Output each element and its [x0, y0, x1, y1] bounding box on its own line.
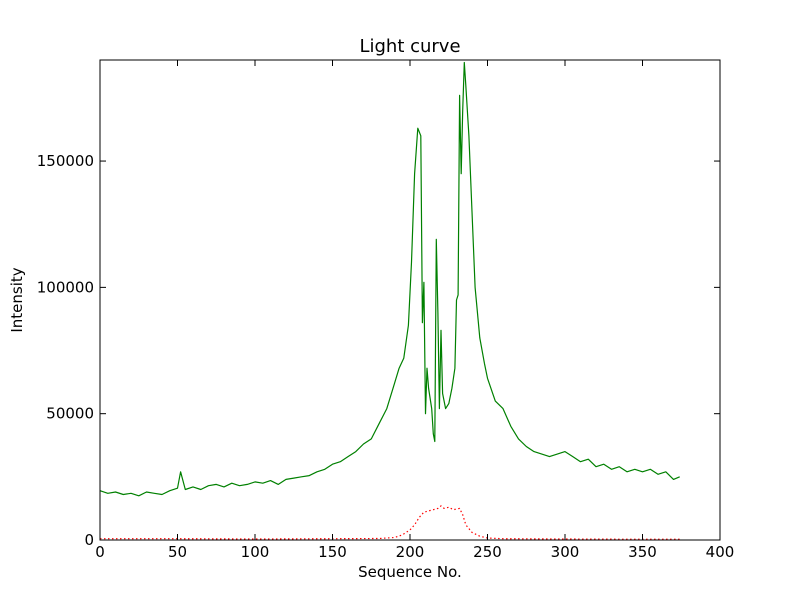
x-tick-label: 50 [168, 543, 187, 561]
x-axis-label: Sequence No. [358, 563, 462, 581]
x-tick-label: 300 [551, 543, 580, 561]
x-tick-label: 0 [95, 543, 105, 561]
x-tick-label: 100 [241, 543, 270, 561]
y-tick-label: 100000 [37, 278, 94, 296]
x-tick-label: 350 [628, 543, 657, 561]
y-tick-label: 0 [84, 531, 94, 549]
x-tick-label: 250 [473, 543, 502, 561]
x-axis: 0 50 100 150 200 250 300 350 400 [95, 60, 734, 561]
chart-title: Light curve [359, 36, 460, 57]
series-line-0 [99, 61, 680, 497]
y-tick-label: 50000 [46, 405, 94, 423]
x-tick-label: 150 [318, 543, 347, 561]
x-tick-label: 200 [396, 543, 425, 561]
x-tick-label: 400 [706, 543, 735, 561]
plot-area [99, 61, 680, 540]
y-axis-label: Intensity [8, 267, 26, 332]
series-line-1 [100, 505, 680, 540]
y-tick-label: 150000 [37, 152, 94, 170]
y-axis: 0 50000 100000 150000 [37, 152, 720, 549]
